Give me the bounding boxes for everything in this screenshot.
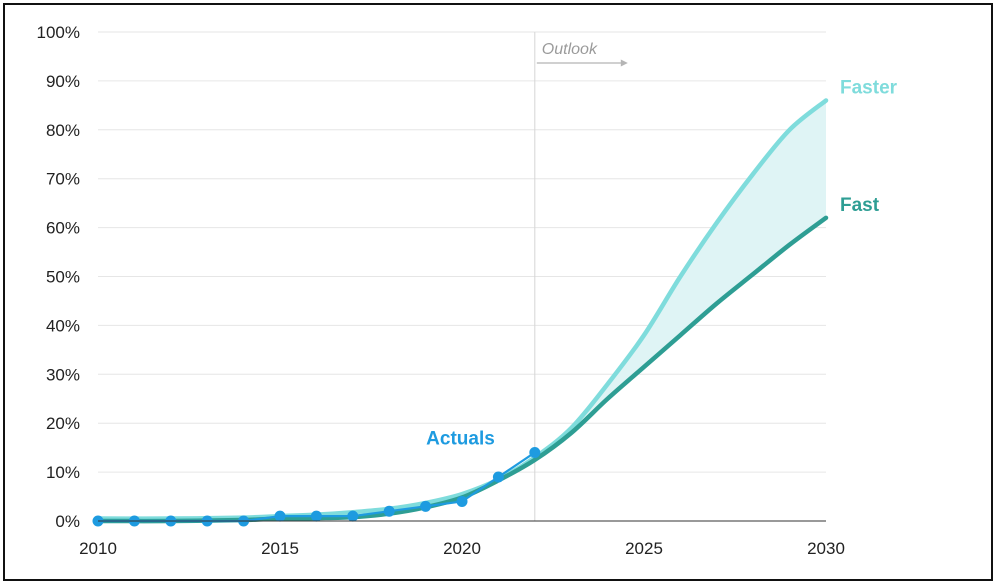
actuals-point: [310, 510, 322, 522]
y-tick-label: 100%: [37, 23, 80, 42]
actuals-point: [492, 471, 504, 483]
outlook-arrow-head: [620, 59, 628, 67]
y-tick-label: 80%: [46, 121, 80, 140]
y-tick-label: 20%: [46, 414, 80, 433]
y-axis-ticks: 0% 10% 20% 30% 40% 50% 60% 70% 80% 90% 100%: [37, 23, 80, 531]
y-tick-label: 60%: [46, 219, 80, 238]
actuals-point: [420, 500, 432, 512]
grid-lines: [98, 31, 826, 473]
y-tick-label: 30%: [46, 365, 80, 384]
range-band: [98, 100, 826, 522]
actuals-markers: [92, 447, 541, 527]
x-tick-label: 2030: [807, 539, 845, 558]
x-tick-label: 2020: [443, 539, 481, 558]
actuals-point: [347, 510, 359, 522]
fast-label: Fast: [840, 195, 880, 216]
outlook-label: Outlook: [542, 41, 598, 58]
actuals-point: [529, 447, 541, 459]
faster-line: [95, 98, 829, 521]
x-tick-label: 2025: [625, 539, 663, 558]
x-tick-label: 2010: [79, 539, 117, 558]
chart-frame: [3, 3, 993, 581]
series-labels: Faster Fast Actuals: [426, 77, 897, 449]
actuals-label: Actuals: [426, 429, 495, 450]
y-tick-label: 50%: [46, 268, 80, 287]
x-axis-ticks: 2010 2015 2020 2025 2030: [79, 539, 845, 558]
y-tick-label: 10%: [46, 463, 80, 482]
x-tick-label: 2015: [261, 539, 299, 558]
y-tick-label: 90%: [46, 72, 80, 91]
faster-label: Faster: [840, 77, 898, 98]
y-tick-label: 0%: [55, 512, 80, 531]
y-tick-label: 70%: [46, 170, 80, 189]
actuals-point: [456, 495, 468, 507]
y-tick-label: 40%: [46, 316, 80, 335]
actuals-point: [383, 505, 395, 517]
actuals-point: [274, 510, 286, 522]
series-lines: [95, 98, 829, 524]
